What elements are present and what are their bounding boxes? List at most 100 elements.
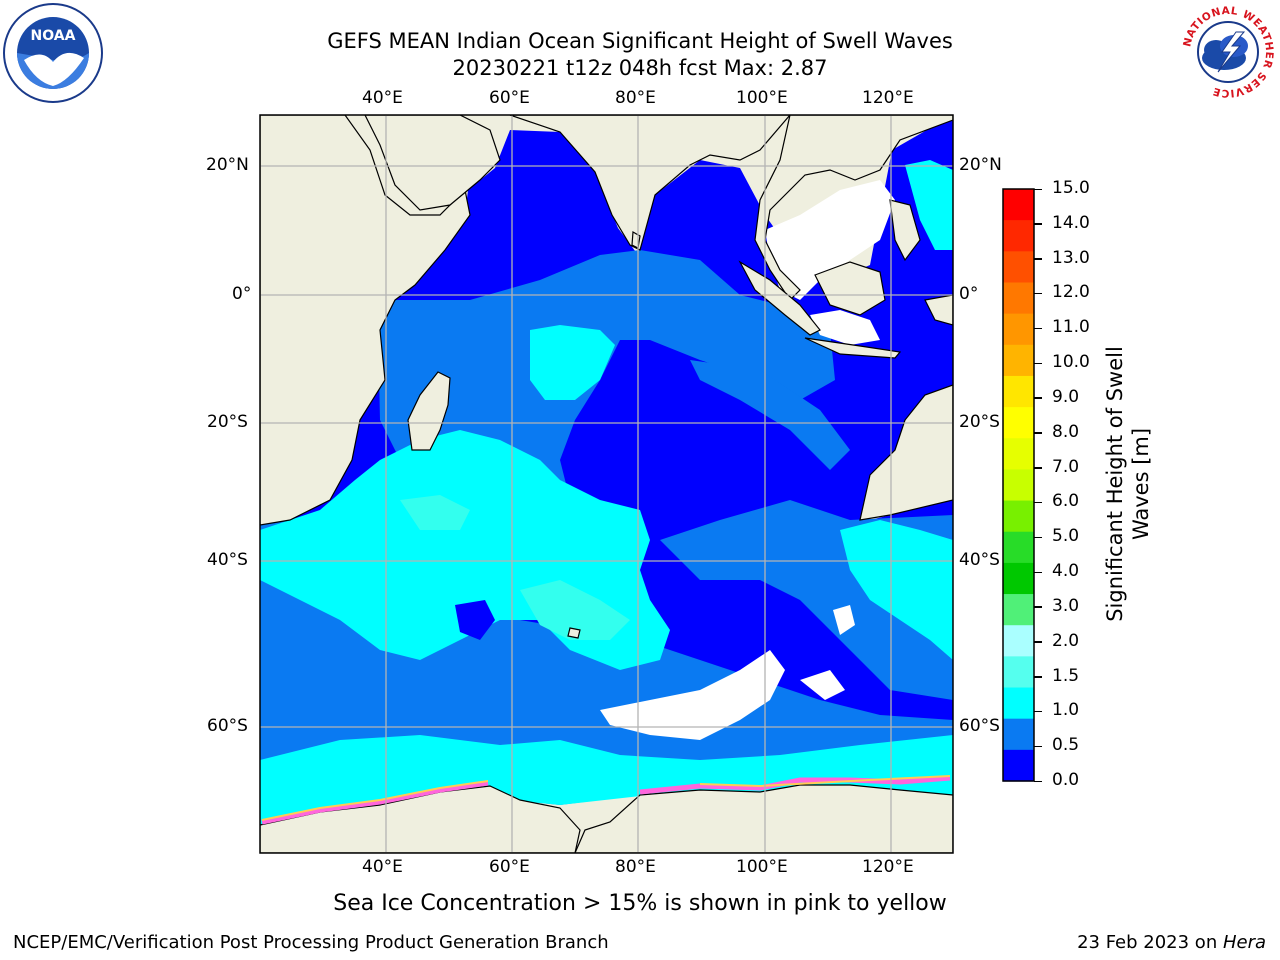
colorbar-swatch xyxy=(1003,438,1034,471)
graticule-lines xyxy=(260,115,953,853)
colorbar-tick-mark xyxy=(1034,258,1042,260)
land-borneo xyxy=(814,261,886,316)
colorbar-swatch xyxy=(1003,687,1034,720)
colorbar-tick-label: 5.0 xyxy=(1052,526,1080,547)
colorbar-tick-mark xyxy=(1034,536,1042,539)
lon-tick-top-120e: 120°E xyxy=(862,88,914,108)
colorbar-swatch xyxy=(1003,749,1034,782)
colorbar-tick-label: 12.0 xyxy=(1052,282,1090,303)
ocean-band-1.5-2.0-patch xyxy=(520,580,630,640)
colorbar-tick-label: 11.0 xyxy=(1052,317,1090,338)
colorbar-tick-mark xyxy=(1034,188,1042,190)
colorbar-tick-label: 1.0 xyxy=(1052,700,1080,721)
chart-subtitle: 20230221 t12z 048h fcst Max: 2.87 xyxy=(452,56,828,80)
colorbar-tick-mark xyxy=(1034,501,1042,504)
colorbar-tick-mark xyxy=(1034,292,1042,295)
colorbar-tick-label: 13.0 xyxy=(1052,247,1090,268)
lon-tick-top-100e: 100°E xyxy=(736,88,788,108)
colorbar-tick-mark xyxy=(1034,432,1042,434)
sea-ice-fringe-east xyxy=(639,775,951,795)
colorbar-tick-label: 2.0 xyxy=(1052,630,1080,651)
lat-tick-right-60s: 60°S xyxy=(959,716,1000,736)
sea-ice-fringe-west-yellow xyxy=(261,780,489,821)
lon-tick-bottom-120e: 120°E xyxy=(862,857,914,877)
colorbar-tick-mark xyxy=(1034,710,1042,713)
colorbar-swatch xyxy=(1003,189,1034,221)
land-antarctica xyxy=(260,785,581,853)
colorbar-tick-mark xyxy=(1034,223,1042,225)
land-sumatra xyxy=(738,260,821,336)
colorbar-tick-mark xyxy=(1034,780,1042,782)
colorbar-tick-mark xyxy=(1034,362,1042,365)
lon-tick-top-40e: 40°E xyxy=(362,88,403,108)
footer-date: 23 Feb 2023 on Hera xyxy=(1077,932,1266,953)
colorbar-tick-mark xyxy=(1034,467,1042,469)
colorbar-swatch xyxy=(1003,220,1034,252)
lon-tick-top-80e: 80°E xyxy=(615,88,656,108)
no-data-southern xyxy=(600,650,785,740)
lon-tick-bottom-40e: 40°E xyxy=(362,857,403,877)
colorbar-label: Significant Height of Swell Waves [m] xyxy=(1102,346,1154,622)
colorbar-swatch xyxy=(1003,282,1034,315)
footer-date-text: 23 Feb 2023 on xyxy=(1077,932,1223,953)
colorbar-swatch xyxy=(1003,594,1034,626)
colorbar-swatch xyxy=(1003,656,1034,689)
no-data-se-asia xyxy=(765,180,895,300)
land-madagascar xyxy=(407,371,451,451)
no-data-southern-2 xyxy=(800,670,845,700)
ocean-band-1.5-2.0-patch2 xyxy=(400,495,470,530)
colorbar-frame xyxy=(1002,188,1035,782)
land-antarctica-east xyxy=(574,784,953,853)
colorbar xyxy=(1002,188,1035,782)
lat-tick-right-20n: 20°N xyxy=(959,155,1002,175)
colorbar-tick-label: 8.0 xyxy=(1052,421,1080,442)
ocean-band-1.0-1.5-central xyxy=(530,325,615,400)
colorbar-swatch xyxy=(1003,531,1034,564)
colorbar-swatch xyxy=(1003,469,1034,502)
nws-logo-icon: NATIONAL WEATHER SERVICE xyxy=(1180,4,1276,100)
colorbar-tick-label: 10.0 xyxy=(1052,352,1090,373)
chart-title: GEFS MEAN Indian Ocean Significant Heigh… xyxy=(327,29,953,53)
colorbar-swatch xyxy=(1003,375,1034,408)
colorbar-tick-label: 6.0 xyxy=(1052,491,1080,512)
colorbar-tick-label: 9.0 xyxy=(1052,386,1080,407)
ocean-band-1.0-1.5-east xyxy=(840,520,953,660)
land-new-guinea xyxy=(924,294,953,326)
sea-ice-fringe-west xyxy=(261,780,489,825)
lon-tick-top-60e: 60°E xyxy=(489,88,530,108)
ocean-band-0-0.5-pocket xyxy=(455,600,495,640)
lon-tick-bottom-100e: 100°E xyxy=(736,857,788,877)
footer-host: Hera xyxy=(1222,932,1266,953)
land-kerguelen xyxy=(567,627,581,639)
land-australia xyxy=(859,384,953,521)
colorbar-tick-label: 1.5 xyxy=(1052,665,1080,686)
ocean-band-1.0-1.5-southern xyxy=(260,735,953,830)
colorbar-tick-mark xyxy=(1034,676,1042,678)
noaa-logo-text: NOAA xyxy=(31,28,76,44)
colorbar-swatch xyxy=(1003,718,1034,751)
land-philippines-sulawesi xyxy=(889,199,921,262)
colorbar-label-line1: Significant Height of Swell xyxy=(1103,346,1127,622)
colorbar-tick-mark xyxy=(1034,571,1042,574)
colorbar-tick-label: 0.5 xyxy=(1052,735,1080,756)
colorbar-swatch xyxy=(1003,625,1034,657)
land-java xyxy=(804,337,902,359)
lat-tick-left-60s: 60°S xyxy=(207,716,248,736)
land-se-asia xyxy=(754,115,953,301)
colorbar-swatch xyxy=(1003,407,1034,439)
colorbar-swatch xyxy=(1003,500,1034,533)
colorbar-tick-label: 7.0 xyxy=(1052,456,1080,477)
lat-tick-right-20s: 20°S xyxy=(959,412,1000,432)
land-india xyxy=(509,115,791,251)
no-data-southern-3 xyxy=(833,605,855,635)
colorbar-tick-label: 3.0 xyxy=(1052,595,1080,616)
colorbar-tick-mark xyxy=(1034,397,1042,399)
lon-tick-bottom-80e: 80°E xyxy=(615,857,656,877)
lat-tick-left-20n: 20°N xyxy=(206,155,249,175)
ocean-band-0.5-1.0-diag xyxy=(690,360,850,470)
lat-tick-right-0: 0° xyxy=(959,284,979,304)
lat-tick-right-40s: 40°S xyxy=(959,550,1000,570)
colorbar-tick-mark xyxy=(1034,641,1042,643)
colorbar-swatch xyxy=(1003,251,1034,284)
